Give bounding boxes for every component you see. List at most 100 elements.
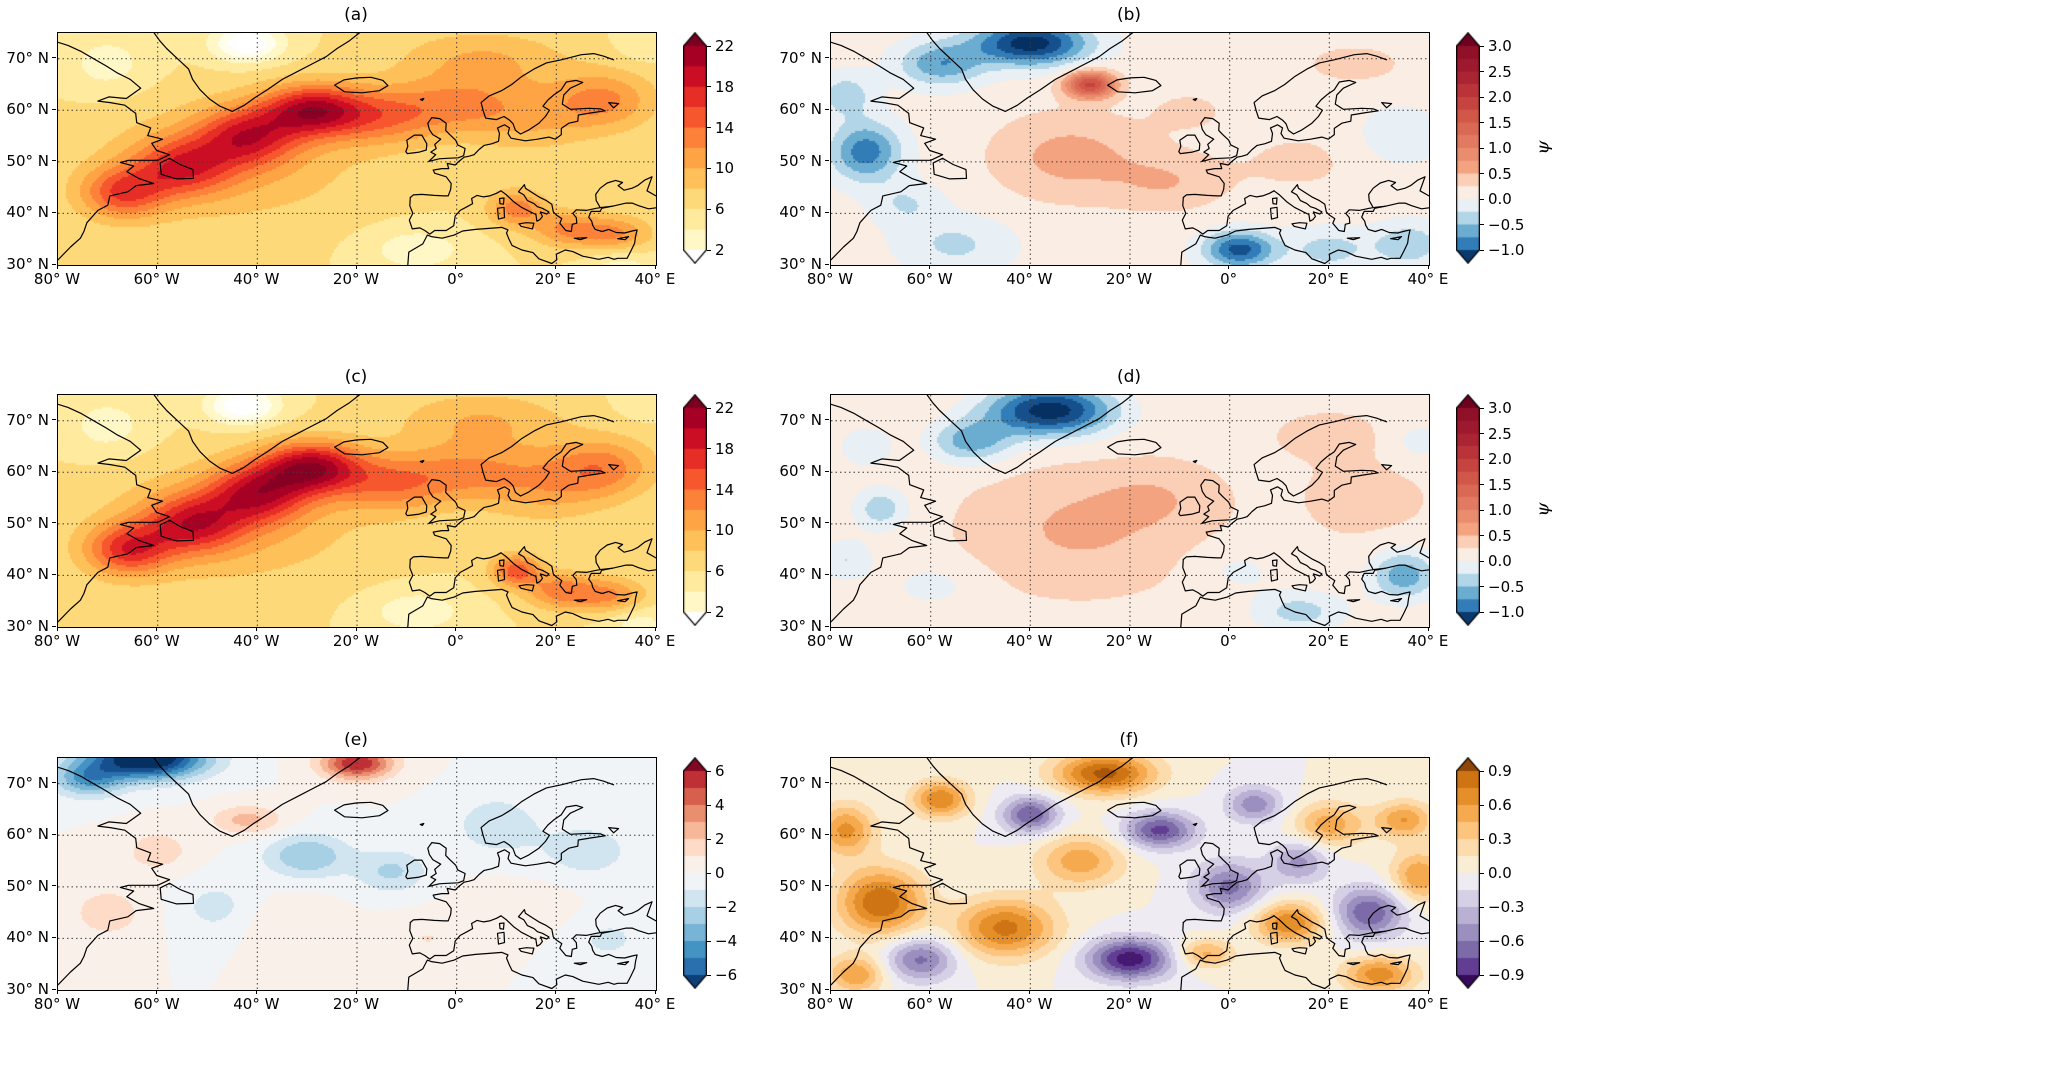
colorbar-tick-label: −6 <box>715 966 738 984</box>
y-tick-label: 40° N <box>6 203 49 222</box>
panel-title-d: (d) <box>1116 367 1142 387</box>
colorbar-tick-mark <box>1480 906 1484 908</box>
y-tick-label: 30° N <box>6 255 49 273</box>
x-tick-label: 0° <box>447 270 465 288</box>
colorbar-tick-label: 10 <box>715 521 735 540</box>
colorbar-tick-label: 0.3 <box>1488 830 1512 848</box>
x-tick-label: 80° W <box>806 995 854 1013</box>
map-overlay <box>831 33 1429 265</box>
colorbar-tick-mark <box>1480 586 1484 587</box>
y-tick-label: 60° N <box>6 825 49 844</box>
colorbar-tick-label: −0.5 <box>1488 215 1525 234</box>
field-canvas-b <box>831 33 1429 265</box>
x-tick-label: 40° E <box>634 270 676 288</box>
colorbar-tick-label: −1.0 <box>1488 241 1525 259</box>
x-tick-mark <box>56 627 58 631</box>
field-canvas-e <box>58 758 656 990</box>
x-tick-label: 40° E <box>634 632 676 650</box>
y-tick-mark <box>825 522 829 524</box>
colorbar-tick-label: 10 <box>715 159 735 178</box>
x-tick-mark <box>1427 265 1429 269</box>
x-tick-label: 60° W <box>906 995 953 1013</box>
x-tick-label: 20° W <box>332 632 380 650</box>
x-tick-label: 40° E <box>634 995 676 1013</box>
y-tick-label: 70° N <box>6 48 49 67</box>
colorbar-tick-label: 0.5 <box>1488 526 1512 545</box>
colorbar-tick-label: 1.5 <box>1488 113 1512 132</box>
colorbar-tick-label: 2.5 <box>1488 62 1512 81</box>
y-tick-label: 50° N <box>779 151 822 170</box>
x-tick-mark <box>56 990 58 994</box>
colorbar-tick-mark <box>1480 173 1484 174</box>
colorbar-axis-label-psi: ψ <box>1532 502 1554 517</box>
y-tick-label: 30° N <box>779 617 822 635</box>
y-tick-label: 60° N <box>779 100 822 119</box>
map-overlay <box>58 758 656 990</box>
x-tick-mark <box>355 265 357 269</box>
colorbar-tick-mark <box>707 529 711 531</box>
x-tick-label: 40° E <box>1407 632 1449 650</box>
colorbar-tick-label: 18 <box>715 77 735 96</box>
y-tick-label: 30° N <box>779 255 822 273</box>
y-tick-mark <box>52 833 56 835</box>
colorbar-tick-label: −0.5 <box>1488 577 1525 596</box>
y-tick-label: 50° N <box>6 513 49 532</box>
y-tick-label: 40° N <box>779 203 822 222</box>
x-tick-mark <box>829 265 831 269</box>
x-tick-label: 20° W <box>1105 270 1153 288</box>
colorbar-tick-label: −2 <box>715 898 738 916</box>
x-tick-mark <box>1128 265 1130 269</box>
panel-title-b: (b) <box>1116 5 1142 25</box>
y-tick-mark <box>825 833 829 835</box>
x-tick-label: 40° W <box>233 270 280 288</box>
x-tick-mark <box>355 990 357 994</box>
colorbar-tick-mark <box>1480 198 1484 200</box>
map-plot-a <box>57 32 657 266</box>
y-tick-mark <box>52 470 56 472</box>
y-tick-label: 40° N <box>779 928 822 947</box>
x-tick-mark <box>1327 990 1329 994</box>
x-tick-label: 20° E <box>534 632 576 650</box>
y-tick-mark <box>52 263 56 265</box>
colorbar-tick-mark <box>1480 45 1484 47</box>
x-tick-label: 20° E <box>1307 995 1349 1013</box>
x-tick-mark <box>1427 627 1429 631</box>
y-tick-mark <box>52 108 56 110</box>
colorbar-tick-label: 2.0 <box>1488 88 1512 106</box>
x-tick-label: 40° W <box>233 995 280 1013</box>
y-tick-mark <box>825 573 829 575</box>
y-tick-mark <box>52 782 56 784</box>
x-tick-label: 60° W <box>133 270 180 288</box>
x-tick-label: 80° W <box>33 632 81 650</box>
x-tick-mark <box>654 627 656 631</box>
x-tick-label: 20° W <box>332 995 380 1013</box>
colorbar-tick-label: −1.0 <box>1488 603 1525 621</box>
map-plot-d <box>830 394 1430 628</box>
x-tick-label: 80° W <box>806 632 854 650</box>
colorbar-tick-label: 0.5 <box>1488 164 1512 183</box>
x-tick-mark <box>654 990 656 994</box>
y-tick-mark <box>52 988 56 990</box>
x-tick-mark <box>1327 265 1329 269</box>
colorbar-tick-mark <box>1480 249 1484 251</box>
colorbar-tick-mark <box>707 611 711 613</box>
colorbar-tick-label: −0.9 <box>1488 966 1525 984</box>
colorbar-tick-mark <box>1480 96 1484 98</box>
colorbar-tick-mark <box>1480 611 1484 613</box>
x-tick-label: 20° E <box>534 995 576 1013</box>
colorbar-axis-label-psi: ψ <box>1532 140 1554 155</box>
y-tick-mark <box>52 419 56 421</box>
y-tick-label: 60° N <box>6 100 49 119</box>
x-tick-mark <box>654 265 656 269</box>
panel-title-c: (c) <box>344 367 368 387</box>
colorbar-tick-mark <box>707 407 711 409</box>
colorbar-tick-mark <box>1480 770 1484 772</box>
colorbar-tick-label: 14 <box>715 118 735 137</box>
colorbar-tick-mark <box>707 249 711 251</box>
colorbar-tick-label: 2 <box>715 241 725 259</box>
y-tick-mark <box>825 211 829 213</box>
y-tick-label: 30° N <box>6 980 49 998</box>
colorbar-tick-mark <box>707 940 711 942</box>
y-tick-mark <box>52 885 56 887</box>
